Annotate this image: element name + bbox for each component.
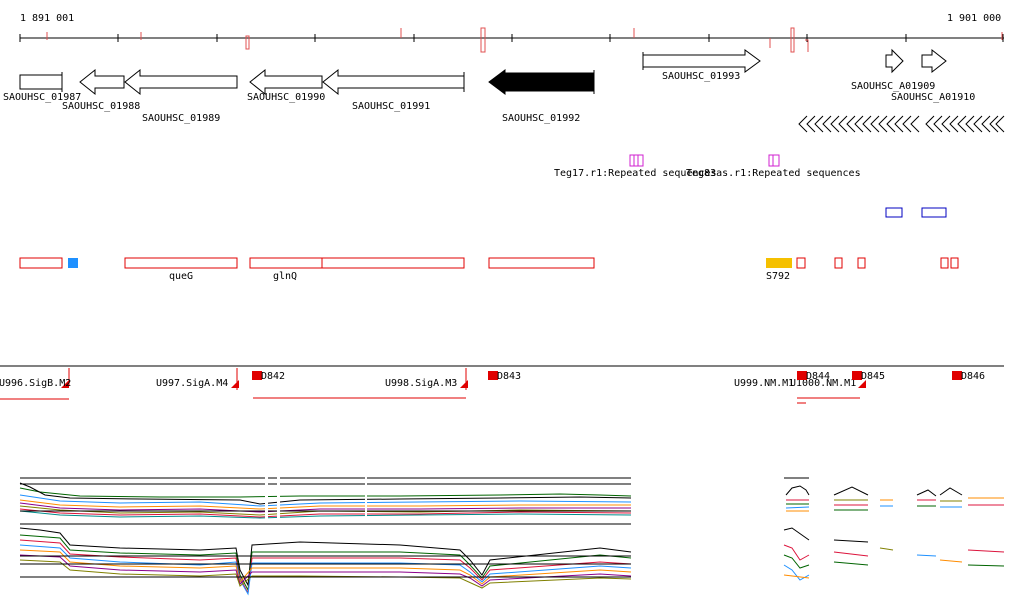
marker-d844[interactable] [797, 371, 807, 380]
repeat-label: Teg17.r1:Repeated sequences [554, 168, 717, 179]
gene-saouhsc-01992[interactable] [488, 69, 595, 95]
feature-track: queG glnQ S792 [19, 257, 959, 282]
feature-box[interactable] [19, 257, 63, 269]
gene-label: SAOUHSC_01989 [142, 113, 220, 124]
repeat-label: Teg83as.r1:Repeated sequences [686, 168, 861, 179]
gene-label: SAOUHSC_A01910 [891, 92, 975, 103]
feature-box[interactable] [950, 257, 959, 269]
marker-label: D843 [497, 371, 521, 382]
start-coordinate: 1 891 001 [20, 13, 75, 24]
segment-corner-markers [61, 380, 866, 388]
gene-label: SAOUHSC_01988 [62, 101, 140, 112]
gene-track: SAOUHSC_01987 SAOUHSC_01988 SAOUHSC_0198… [3, 48, 1005, 133]
feature-label: glnQ [273, 271, 297, 282]
feature-box[interactable] [796, 257, 806, 269]
gene-saouhsc-01988[interactable] [79, 68, 125, 96]
expression-track-upper [19, 474, 632, 519]
segment-label: U997.SigA.M4 [156, 378, 228, 389]
feature-box[interactable] [488, 257, 595, 269]
repeat-track: Teg17.r1:Repeated sequences Teg83as.r1:R… [554, 154, 861, 179]
gene-saouhsc-01990[interactable] [249, 68, 323, 96]
segment-track: U996.SigB.M2 U997.SigA.M4 U998.SigA.M3 U… [0, 365, 1004, 404]
marker-label: D842 [261, 371, 285, 382]
expression-track-right [783, 477, 1005, 581]
feature-label: queG [169, 271, 193, 282]
feature-queg[interactable] [124, 257, 238, 269]
segment-label: U999.NM.M1 [734, 378, 794, 389]
feature-label: S792 [766, 271, 790, 282]
gene-saouhsc-a01910[interactable] [921, 48, 947, 74]
marker-d846[interactable] [952, 371, 962, 380]
expression-track-lower [19, 523, 632, 596]
gene-label: SAOUHSC_01987 [3, 92, 81, 103]
feature-s792[interactable] [766, 258, 792, 268]
feature-glnq[interactable] [249, 257, 323, 269]
gene-saouhsc-01987[interactable] [19, 72, 63, 92]
feature-box[interactable] [834, 257, 843, 269]
marker-d842[interactable] [252, 371, 262, 380]
gene-saouhsc-a01909[interactable] [885, 48, 904, 74]
marker-label: D846 [961, 371, 985, 382]
gene-label: SAOUHSC_01993 [662, 71, 740, 82]
end-coordinate: 1 901 000 [947, 13, 1002, 24]
segment-label: U1000.NM.M1 [790, 378, 856, 389]
feature-box[interactable] [885, 207, 903, 218]
gene-label: SAOUHSC_A01909 [851, 81, 935, 92]
ruler [19, 27, 1004, 53]
gene-saouhsc-01991[interactable] [322, 68, 465, 96]
feature-box[interactable] [321, 257, 465, 269]
repeat-teg83as[interactable] [768, 154, 780, 167]
marker-label: D845 [861, 371, 885, 382]
navy-feature-track [885, 207, 947, 218]
feature-box[interactable] [921, 207, 947, 218]
feature-box-blue[interactable] [68, 258, 78, 268]
segment-label: U996.SigB.M2 [0, 378, 71, 389]
gene-label: SAOUHSC_01992 [502, 113, 580, 124]
marker-d845[interactable] [852, 371, 862, 380]
feature-box[interactable] [857, 257, 866, 269]
repeat-teg17[interactable] [629, 154, 644, 167]
reverse-strand-arrows [798, 115, 1005, 133]
marker-d843[interactable] [488, 371, 498, 380]
marker-label: D844 [806, 371, 830, 382]
segment-label: U998.SigA.M3 [385, 378, 457, 389]
gene-label: SAOUHSC_01990 [247, 92, 325, 103]
gene-label: SAOUHSC_01991 [352, 101, 430, 112]
feature-box[interactable] [940, 257, 949, 269]
gene-saouhsc-01989[interactable] [124, 68, 238, 96]
gene-saouhsc-01993[interactable] [642, 49, 761, 73]
